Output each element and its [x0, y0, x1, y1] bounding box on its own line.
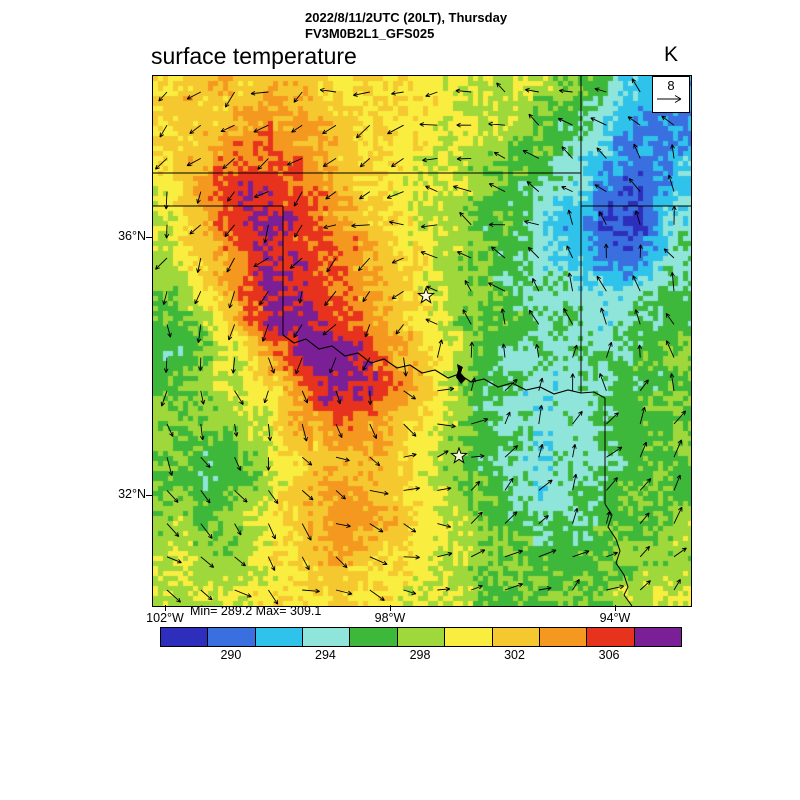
city-star-marker: [417, 286, 435, 304]
axis-tick-94w: [615, 605, 616, 611]
colorbar-segment: [539, 628, 588, 646]
colorbar-ticks: 290 294 298 302 306: [160, 648, 680, 664]
min-max-label: Min= 289.2 Max= 309.1: [190, 604, 322, 618]
lon-tick-label-98w: 98°W: [374, 611, 406, 625]
temperature-heatmap: [153, 76, 691, 606]
map-plot: 8: [152, 75, 692, 607]
axis-tick-32n: [146, 495, 152, 496]
colorbar-segment: [303, 628, 351, 646]
lon-tick-label-94w: 94°W: [599, 611, 631, 625]
lake-marker: [456, 364, 466, 384]
lon-tick-label-102w: 102°W: [146, 611, 184, 625]
unit-label: K: [664, 43, 679, 66]
wind-reference-box: 8: [652, 76, 690, 113]
colorbar-segment: [161, 628, 209, 646]
colorbar-segment: [397, 628, 446, 646]
axis-tick-98w: [390, 605, 391, 611]
wind-reference-value: 8: [667, 78, 675, 93]
colorbar-segment: [634, 628, 681, 646]
lat-tick-label-32n: 32°N: [118, 487, 146, 501]
header-model-line: FV3M0B2L1_GFS025: [305, 26, 435, 41]
colorbar-segment: [350, 628, 398, 646]
lat-tick-label-36n: 36°N: [118, 229, 146, 243]
colorbar-tick-label: 302: [504, 648, 525, 662]
axis-tick-36n: [146, 237, 152, 238]
colorbar-segment: [445, 628, 493, 646]
colorbar-segment: [208, 628, 256, 646]
wind-arrows: [154, 78, 687, 605]
plot-title: surface temperature: [151, 43, 357, 69]
river-border-line: [282, 334, 606, 399]
colorbar-segment: [587, 628, 635, 646]
city-star-marker: [450, 446, 468, 464]
colorbar-tick-label: 306: [598, 648, 620, 662]
colorbar-tick-label: 298: [409, 648, 431, 662]
colorbar-tick-label: 290: [220, 648, 242, 662]
colorbar-segment: [492, 628, 540, 646]
axis-tick-102w: [165, 605, 166, 611]
colorbar: [160, 627, 682, 647]
header-date-line: 2022/8/11/2UTC (20LT), Thursday: [305, 10, 508, 25]
colorbar-tick-label: 294: [315, 648, 336, 662]
state-border-line: [604, 503, 633, 606]
map-overlay: [153, 76, 691, 606]
colorbar-segment: [255, 628, 304, 646]
wind-reference-arrow-icon: [657, 95, 682, 103]
